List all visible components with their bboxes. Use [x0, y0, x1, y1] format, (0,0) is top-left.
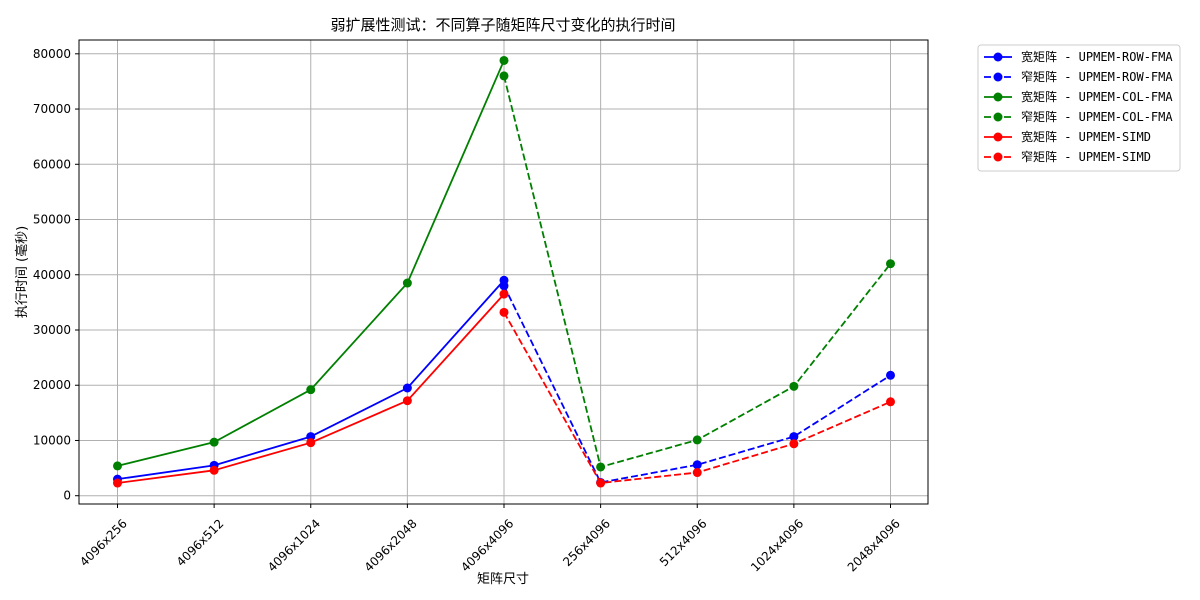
data-point — [499, 307, 509, 317]
data-point — [402, 383, 412, 393]
data-point — [499, 55, 509, 65]
legend-label: 宽矩阵 - UPMEM-COL-FMA — [1021, 89, 1173, 104]
legend-marker — [993, 152, 1003, 162]
legend-item: 窄矩阵 - UPMEM-ROW-FMA — [984, 69, 1173, 84]
data-point — [499, 71, 509, 81]
chart-title: 弱扩展性测试：不同算子随矩阵尺寸变化的执行时间 — [330, 16, 675, 34]
data-point — [402, 278, 412, 288]
data-point — [886, 397, 895, 407]
legend-item: 宽矩阵 - UPMEM-COL-FMA — [984, 89, 1173, 104]
grid — [79, 40, 928, 504]
legend-label: 窄矩阵 - UPMEM-SIMD — [1021, 149, 1151, 164]
data-point — [886, 370, 895, 380]
series-group — [113, 55, 509, 471]
legend-item: 宽矩阵 - UPMEM-ROW-FMA — [984, 49, 1173, 64]
y-axis-title: 执行时间 (毫秒) — [14, 226, 30, 318]
legend-label: 窄矩阵 - UPMEM-ROW-FMA — [1021, 69, 1173, 84]
data-point — [692, 460, 702, 470]
legend-item: 窄矩阵 - UPMEM-SIMD — [984, 149, 1151, 164]
series-lines — [113, 55, 895, 488]
legend-marker — [993, 72, 1003, 82]
data-point — [499, 289, 509, 299]
data-point — [692, 468, 702, 478]
x-tick-label: 1024x4096 — [748, 516, 806, 574]
y-tick-label: 10000 — [33, 433, 71, 447]
series-group — [113, 289, 509, 488]
data-point — [209, 437, 219, 447]
x-tick-label: 4096x1024 — [265, 516, 323, 574]
data-point — [209, 465, 219, 475]
data-point — [306, 385, 316, 395]
y-tick-label: 30000 — [33, 323, 71, 337]
data-point — [789, 432, 799, 442]
series-group — [499, 307, 895, 488]
data-point — [692, 435, 702, 445]
data-point — [596, 478, 606, 488]
y-tick-label: 70000 — [33, 102, 71, 116]
x-tick-label: 4096x256 — [77, 516, 130, 569]
x-tick-label: 512x4096 — [657, 516, 710, 569]
legend: 宽矩阵 - UPMEM-ROW-FMA 窄矩阵 - UPMEM-ROW-FMA 宽矩… — [977, 44, 1181, 172]
data-point — [113, 461, 122, 471]
x-tick-label: 2048x4096 — [845, 516, 903, 574]
series-line — [503, 285, 891, 484]
data-point — [306, 438, 316, 448]
y-tick-label: 80000 — [33, 47, 71, 61]
data-point — [886, 259, 895, 269]
y-tick-label: 60000 — [33, 157, 71, 171]
legend-marker — [993, 92, 1003, 102]
legend-box — [977, 44, 1181, 172]
x-tick-label: 4096x512 — [174, 516, 227, 569]
legend-marker — [993, 132, 1003, 142]
y-tick-label: 0 — [63, 489, 71, 503]
x-tick-label: 4096x2048 — [362, 516, 420, 574]
legend-marker — [993, 52, 1003, 62]
legend-item: 宽矩阵 - UPMEM-SIMD — [984, 129, 1151, 144]
data-point — [789, 439, 799, 449]
y-tick-label: 50000 — [33, 213, 71, 227]
legend-label: 宽矩阵 - UPMEM-ROW-FMA — [1021, 49, 1173, 64]
legend-label: 宽矩阵 - UPMEM-SIMD — [1021, 129, 1151, 144]
x-tick-label: 4096x4096 — [458, 516, 516, 574]
x-tick-label: 256x4096 — [560, 516, 613, 569]
legend-marker — [993, 112, 1003, 122]
series-group — [499, 71, 895, 472]
x-axis-title: 矩阵尺寸 — [477, 572, 529, 587]
legend-item: 窄矩阵 - UPMEM-COL-FMA — [984, 109, 1173, 124]
data-point — [402, 396, 412, 406]
legend-label: 窄矩阵 - UPMEM-COL-FMA — [1021, 109, 1173, 124]
data-point — [789, 381, 799, 391]
data-point — [499, 281, 509, 291]
y-tick-label: 40000 — [33, 268, 71, 282]
y-tick-label: 20000 — [33, 378, 71, 392]
data-point — [113, 478, 122, 488]
data-point — [596, 462, 606, 472]
